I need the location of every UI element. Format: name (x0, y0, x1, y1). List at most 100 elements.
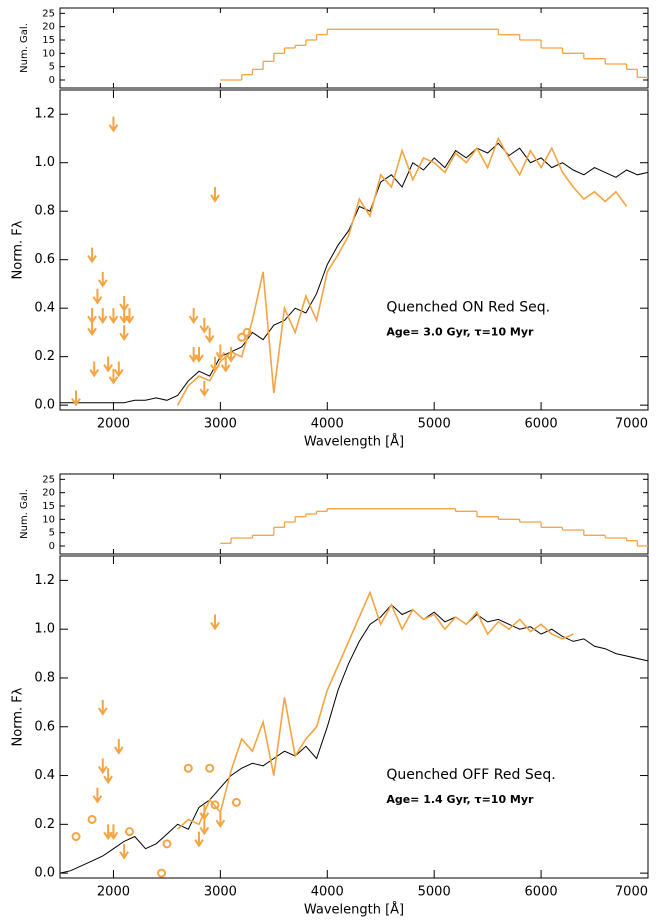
spectrum-line (176, 136, 628, 406)
y-tick-label: 0.6 (34, 252, 55, 267)
upper-limit-arrow (204, 327, 215, 344)
upper-limit-arrow (97, 308, 108, 324)
upper-limit-arrow (113, 361, 124, 378)
y-tick-label: 0.0 (34, 866, 55, 881)
upper-limit-arrow (194, 346, 204, 363)
y-axis-label: Norm. Fλ (11, 687, 26, 746)
y-tick-label: 1.0 (34, 622, 55, 637)
plot-frame (59, 89, 649, 411)
detection-marker (71, 832, 81, 842)
upper-limit-arrow (199, 380, 210, 397)
upper-limit-arrow (215, 344, 226, 361)
upper-limit-arrow (194, 831, 204, 848)
upper-limit-arrow (226, 346, 236, 363)
detection-marker (210, 800, 220, 810)
y-tick-label: 10 (42, 514, 55, 525)
upper-limit-arrow (103, 768, 113, 785)
y-tick-label: 20 (42, 488, 55, 499)
upper-limit-arrow (97, 271, 108, 288)
plot-frame (59, 7, 649, 89)
spectrum-line (177, 590, 574, 830)
detection-marker (162, 839, 172, 849)
upper-limit-arrow (113, 738, 124, 755)
detection-marker (205, 763, 215, 773)
y-tick-label: 0 (49, 541, 55, 552)
y-axis-label: Num. Gal. (19, 23, 30, 73)
y-tick-label: 0.4 (34, 301, 55, 316)
y-tick-label: 0.8 (34, 204, 55, 219)
detection-marker (87, 814, 97, 824)
x-tick-label: 4000 (311, 417, 344, 432)
y-tick-label: 0.8 (34, 670, 55, 685)
annotation: Age= 3.0 Gyr, τ=10 Myr (386, 326, 534, 339)
upper-limit-arrow (87, 247, 97, 264)
detection-marker (183, 763, 193, 773)
x-tick-label: 3000 (204, 417, 237, 432)
y-axis-label: Norm. Fλ (11, 220, 26, 279)
y-axis-label: Num. Gal. (19, 489, 30, 539)
plot-frame (59, 473, 649, 555)
x-tick-label: 2000 (97, 417, 130, 432)
y-tick-label: 0.6 (34, 719, 55, 734)
y-tick-label: 5 (49, 62, 55, 73)
y-tick-label: 1.2 (34, 573, 55, 588)
y-tick-label: 0.2 (34, 349, 55, 364)
upper-limit-arrow (103, 356, 113, 373)
x-axis-label: Wavelength [Å] (304, 434, 404, 450)
upper-limit-arrow (87, 320, 97, 337)
y-tick-label: 25 (42, 8, 55, 19)
y-tick-label: 0.2 (34, 817, 55, 832)
upper-limit-arrow (119, 843, 129, 860)
y-tick-label: 10 (42, 48, 55, 59)
upper-limit-arrow (108, 368, 119, 385)
x-tick-label: 6000 (525, 885, 558, 900)
y-tick-label: 5 (49, 528, 55, 539)
upper-limit-arrow (119, 296, 129, 312)
annotation: Quenched OFF Red Seq. (386, 767, 555, 783)
upper-limit-arrow (108, 824, 119, 841)
spectrum-line (59, 604, 649, 874)
x-tick-label: 6000 (525, 417, 558, 432)
upper-limit-arrow (71, 390, 81, 407)
upper-limit-arrow (97, 699, 108, 716)
y-tick-label: 1.2 (34, 107, 55, 122)
x-tick-label: 2000 (97, 885, 130, 900)
upper-limit-arrow (108, 308, 119, 324)
x-tick-label: 3000 (204, 885, 237, 900)
y-tick-label: 25 (42, 474, 55, 485)
upper-limit-arrow (97, 758, 108, 775)
upper-limit-arrow (210, 356, 220, 373)
upper-limit-arrow (108, 116, 119, 133)
detection-marker (242, 327, 252, 337)
detection-marker (237, 332, 247, 342)
x-axis-label: Wavelength [Å] (304, 902, 404, 918)
upper-limit-arrow (199, 804, 210, 821)
x-tick-label: 4000 (311, 885, 344, 900)
y-tick-label: 20 (42, 22, 55, 33)
y-tick-label: 1.0 (34, 155, 55, 170)
detection-marker (157, 868, 167, 878)
y-tick-label: 15 (42, 35, 55, 46)
detection-marker (124, 827, 134, 837)
upper-limit-arrow (92, 787, 103, 804)
upper-limit-arrow (199, 317, 210, 334)
x-tick-label: 5000 (418, 885, 451, 900)
x-tick-label: 5000 (418, 417, 451, 432)
upper-limit-arrow (92, 288, 103, 305)
upper-limit-arrow (220, 356, 231, 373)
upper-limit-arrow (119, 325, 129, 341)
y-tick-label: 0 (49, 75, 55, 86)
y-tick-label: 0.0 (34, 398, 55, 413)
upper-limit-arrow (210, 614, 220, 631)
y-tick-label: 15 (42, 501, 55, 512)
y-tick-label: 0.4 (34, 768, 55, 783)
annotation: Quenched ON Red Seq. (386, 300, 550, 316)
spectrum-line (60, 142, 649, 404)
upper-limit-arrow (124, 308, 135, 324)
upper-limit-arrow (210, 186, 220, 203)
upper-limit-arrow (188, 308, 199, 324)
plot-frame (59, 555, 649, 879)
detection-marker (231, 797, 241, 807)
upper-limit-arrow (215, 812, 226, 828)
